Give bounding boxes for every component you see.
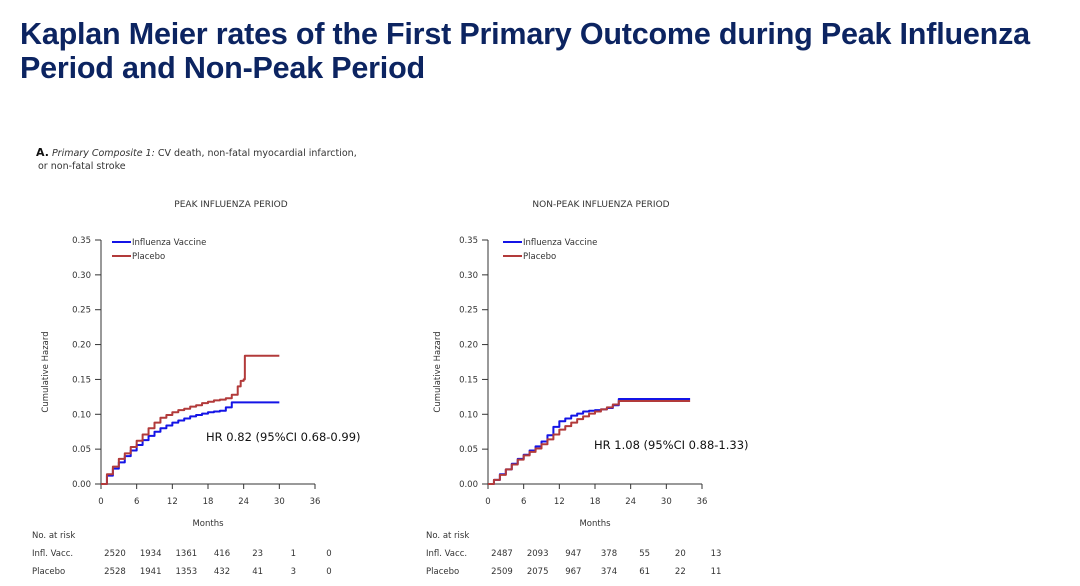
slide-title: Kaplan Meier rates of the First Primary … [20,17,1070,85]
chart-1-y-axis-label: Cumulative Hazard [41,331,51,412]
chart-2-x-axis-label: Months [579,519,611,529]
chart-1-risk-table-header: No. at risk [32,531,75,541]
chart-1-x-tick-label: 0 [98,497,103,507]
panel-letter: A. [36,146,49,159]
chart-1-y-tick-label: 0.00 [72,480,91,490]
chart-2-y-tick-label: 0.20 [459,341,478,351]
chart-2-x-tick-label: 36 [697,497,708,507]
slide-title-line-1: Kaplan Meier rates of the First Primary … [20,17,1030,51]
chart-1-risk-value: 41 [252,567,263,577]
chart-1-y-tick-label: 0.10 [72,410,91,420]
panel-label: A. Primary Composite 1: CV death, non-fa… [36,146,357,173]
chart-1-y-tick-label: 0.05 [72,445,91,455]
chart-1-y-tick-label: 0.30 [72,271,91,281]
chart-2-risk-value: 61 [639,567,650,577]
chart-2-y-tick-label: 0.30 [459,271,478,281]
chart-1-risk-value: 2520 [104,549,126,559]
chart-2-hr-annotation: HR 1.08 (95%CI 0.88-1.33) [594,438,749,452]
chart-2-risk-value: 947 [565,549,581,559]
chart-1-risk-value: 2528 [104,567,126,577]
chart-1-x-tick-label: 36 [310,497,321,507]
chart-2-x-tick-label: 12 [554,497,565,507]
chart-1-x-axis-label: Months [192,519,224,529]
chart-2-x-tick-label: 30 [661,497,672,507]
chart-1-risk-value: 1941 [140,567,162,577]
chart-2-legend-label-vaccine: Influenza Vaccine [523,238,597,248]
chart-2-y-tick-label: 0.25 [459,306,478,316]
chart-1-risk-row-label: Infl. Vacc. [32,549,73,559]
chart-2-risk-row-label: Placebo [426,567,459,577]
chart-2-risk-value: 374 [601,567,617,577]
chart-2-risk-value: 11 [711,567,722,577]
chart-1-series-placebo-line [101,354,280,485]
chart-2-x-tick-label: 0 [485,497,490,507]
chart-1-y-tick-label: 0.35 [72,236,91,246]
chart-2-risk-value: 2509 [491,567,513,577]
chart-1-risk-value: 23 [252,549,263,559]
chart-1-legend-label-vaccine: Influenza Vaccine [132,238,206,248]
chart-1-hr-annotation: HR 0.82 (95%CI 0.68-0.99) [206,430,361,444]
chart-2-y-tick-label: 0.05 [459,445,478,455]
chart-2-x-tick-label: 18 [590,497,601,507]
chart-2-y-tick-label: 0.00 [459,480,478,490]
chart-2-y-tick-label: 0.10 [459,410,478,420]
chart-1-x-tick-label: 18 [203,497,214,507]
chart-2-x-tick-label: 24 [625,497,636,507]
chart-2-series-placebo-line [488,400,691,485]
chart-1-risk-value: 0 [326,549,331,559]
chart-2-risk-table-header: No. at risk [426,531,469,541]
chart-2-risk-value: 967 [565,567,581,577]
chart-2-risk-value: 2487 [491,549,513,559]
chart-2-risk-value: 20 [675,549,686,559]
chart-2-risk-value: 13 [711,549,722,559]
chart-1-risk-value: 1 [291,549,296,559]
chart-1-risk-value: 3 [291,567,296,577]
chart-2-y-tick-label: 0.15 [459,375,478,385]
chart-1-risk-value: 1361 [176,549,198,559]
chart-1-risk-value: 432 [214,567,230,577]
panel-subtitle-italic: Primary Composite 1: [51,148,155,159]
chart-2-x-tick-label: 6 [521,497,526,507]
chart-1-risk-row-label: Placebo [32,567,65,577]
chart-1-x-tick-label: 12 [167,497,178,507]
chart-2-risk-value: 2093 [527,549,549,559]
panel-subtitle-line-2: or non-fatal stroke [38,161,126,172]
slide-title-line-2: Period and Non-Peak Period [20,51,425,85]
chart-1-x-tick-label: 30 [274,497,285,507]
chart-2-title: NON-PEAK INFLUENZA PERIOD [532,200,669,210]
chart-2-risk-value: 2075 [527,567,549,577]
chart-1-risk-value: 1353 [176,567,198,577]
chart-2-legend-label-placebo: Placebo [523,252,556,262]
chart-1-y-tick-label: 0.25 [72,306,91,316]
chart-1-y-tick-label: 0.15 [72,375,91,385]
chart-1-x-tick-label: 6 [134,497,139,507]
panel-subtitle-rest: CV death, non-fatal myocardial infarctio… [157,148,357,159]
chart-1-x-tick-label: 24 [238,497,249,507]
chart-1-y-tick-label: 0.20 [72,341,91,351]
chart-1-title: PEAK INFLUENZA PERIOD [174,200,287,210]
chart-1-risk-value: 1934 [140,549,162,559]
chart-2-y-tick-label: 0.35 [459,236,478,246]
chart-2-risk-value: 55 [639,549,650,559]
chart-1-risk-value: 416 [214,549,230,559]
chart-1-legend-label-placebo: Placebo [132,252,165,262]
chart-2-risk-value: 22 [675,567,686,577]
chart-2-risk-row-label: Infl. Vacc. [426,549,467,559]
chart-2-y-axis-label: Cumulative Hazard [433,331,443,412]
chart-1-risk-value: 0 [326,567,331,577]
chart-2-risk-value: 378 [601,549,617,559]
